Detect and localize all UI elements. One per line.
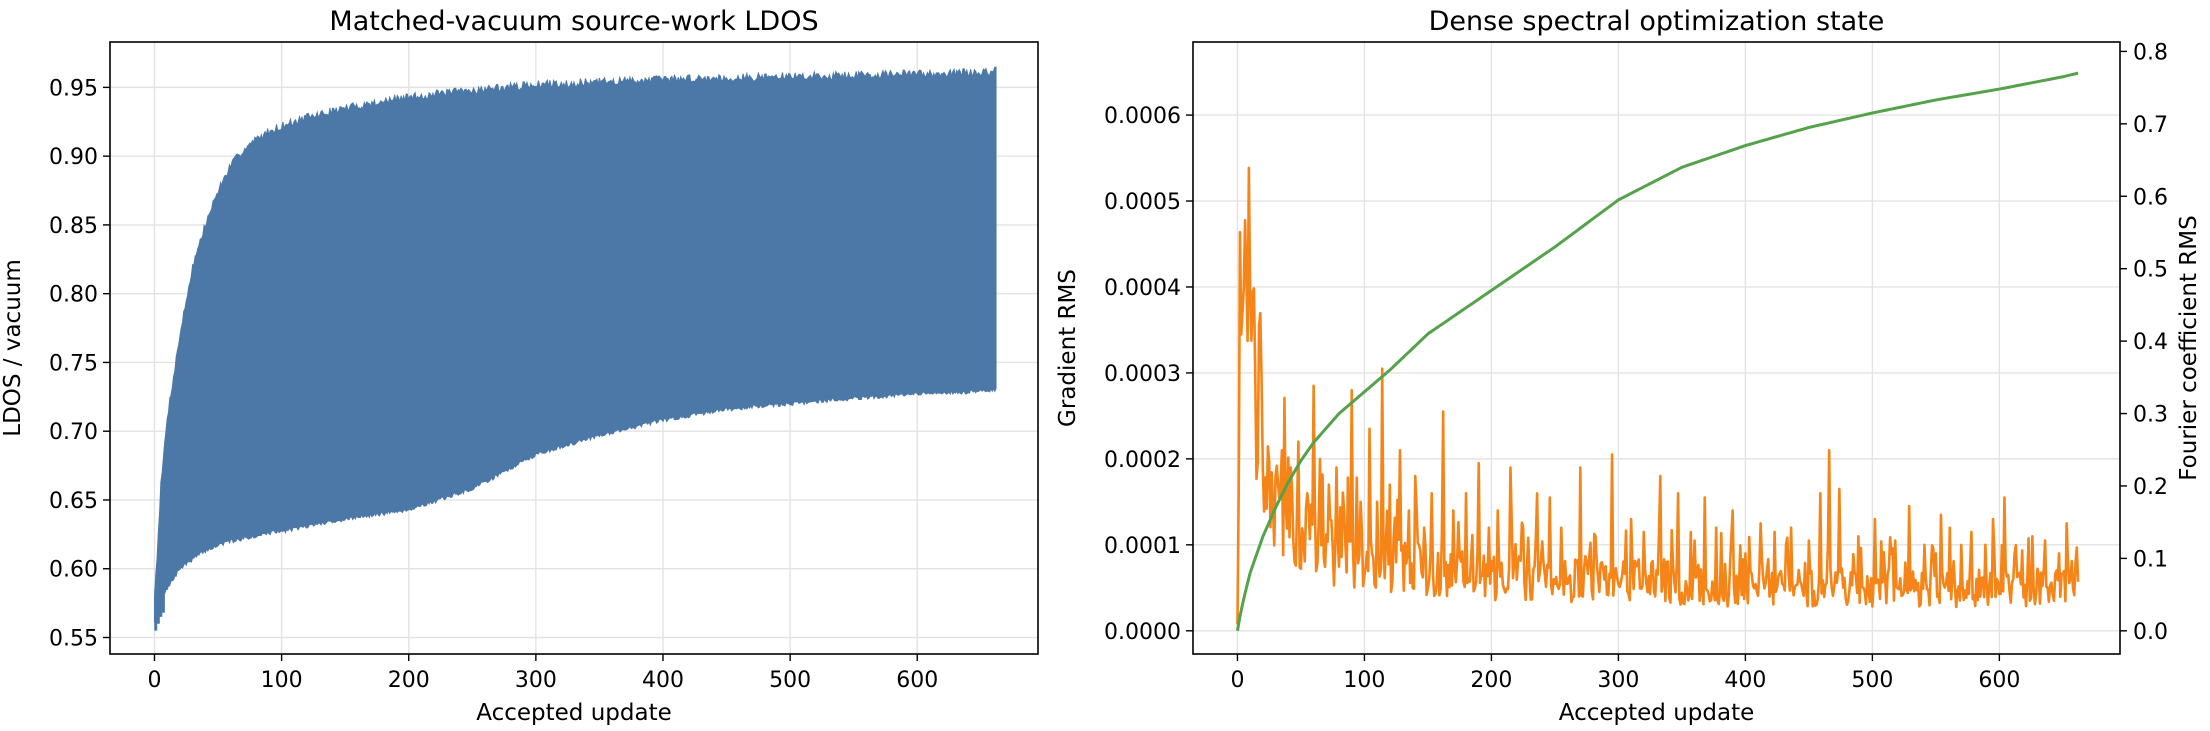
- y-tick-label: 0.0001: [1104, 534, 1181, 559]
- optimization-y-ticks: 0.0000 0.0001 0.0002 0.0003 0.0004 0.0005 0.00…: [1104, 104, 1193, 645]
- ldos-plot-area: [153, 66, 997, 631]
- y2-tick-label: 0.7: [2133, 113, 2168, 138]
- x-tick-label: 200: [1470, 668, 1512, 693]
- y-tick-label: 0.70: [49, 420, 98, 445]
- ldos-x-ticks: 0 100 200 300 400 500 600: [147, 654, 938, 693]
- ldos-y-axis-label: LDOS / vacuum: [0, 259, 26, 437]
- y2-tick-label: 0.2: [2133, 475, 2168, 500]
- optimization-x-ticks: 0 100 200 300 400 500 600: [1230, 654, 2020, 693]
- y-tick-label: 0.75: [49, 351, 98, 376]
- gradient-rms-axis-label: Gradient RMS: [1055, 269, 1081, 427]
- gradient-rms-line: [1236, 166, 2080, 625]
- y2-tick-label: 0.1: [2133, 547, 2168, 572]
- y-tick-label: 0.60: [49, 558, 98, 583]
- optimization-grid: [1193, 42, 2120, 654]
- y2-tick-label: 0.6: [2133, 185, 2168, 210]
- y-tick-label: 0.0003: [1104, 362, 1181, 387]
- ldos-axes-frame: [109, 41, 1039, 655]
- x-tick-label: 500: [1851, 668, 1893, 693]
- y2-tick-label: 0.4: [2133, 330, 2168, 355]
- y-tick-label: 0.0002: [1104, 448, 1181, 473]
- y-tick-label: 0.0004: [1104, 276, 1181, 301]
- y2-tick-label: 0.0: [2133, 620, 2168, 645]
- y2-tick-label: 0.5: [2133, 258, 2168, 283]
- optimization-chart-title: Dense spectral optimization state: [1429, 6, 1885, 37]
- x-tick-label: 400: [1724, 668, 1766, 693]
- optimization-axes-frame: [1192, 41, 2121, 655]
- y-tick-label: 0.85: [49, 214, 98, 239]
- x-tick-label: 400: [642, 668, 684, 693]
- x-tick-label: 0: [1230, 668, 1244, 693]
- x-tick-label: 600: [896, 668, 938, 693]
- x-tick-label: 600: [1978, 668, 2020, 693]
- fourier-rms-axis-label: Fourier coefficient RMS: [2176, 215, 2202, 480]
- ldos-x-axis-label: Accepted update: [476, 700, 672, 726]
- x-tick-label: 200: [388, 668, 430, 693]
- y2-tick-label: 0.3: [2133, 403, 2168, 428]
- y-tick-label: 0.0006: [1104, 104, 1181, 129]
- y-tick-label: 0.55: [49, 626, 98, 651]
- optimization-x-axis-label: Accepted update: [1559, 700, 1755, 726]
- ldos-chart-title: Matched-vacuum source-work LDOS: [329, 6, 818, 37]
- fourier-rms-line: [1235, 71, 2079, 632]
- optimization-y2-ticks: 0.0 0.1 0.2 0.3 0.4 0.5 0.6 0.7 0.8: [2120, 40, 2168, 645]
- y-tick-label: 0.0005: [1104, 190, 1181, 215]
- y-tick-label: 0.95: [49, 76, 98, 101]
- y-tick-label: 0.90: [49, 145, 98, 170]
- y-tick-label: 0.80: [49, 283, 98, 308]
- y2-tick-label: 0.8: [2133, 40, 2168, 65]
- x-tick-label: 500: [769, 668, 811, 693]
- optimization-chart: 0 100 200 300 400 500 600 0.00000.00010.00020.…: [1055, 6, 2202, 726]
- ldos-y-ticks: 0.55 0.60 0.65 0.70 0.75 0.80 0.85 0.90 0.95: [49, 76, 110, 651]
- x-tick-label: 100: [1343, 668, 1385, 693]
- x-tick-label: 300: [1597, 668, 1639, 693]
- x-tick-label: 300: [515, 668, 557, 693]
- y-tick-label: 0.0000: [1104, 620, 1181, 645]
- ldos-chart: 0 100 200 300 400 500 600 0.55 0.60 0.65 0.70 0.75…: [0, 6, 1039, 726]
- optimization-plot-area: [1235, 71, 2080, 632]
- y-tick-label: 0.65: [49, 489, 98, 514]
- x-tick-label: 0: [147, 668, 161, 693]
- ldos-band: [153, 66, 997, 623]
- x-tick-label: 100: [261, 668, 303, 693]
